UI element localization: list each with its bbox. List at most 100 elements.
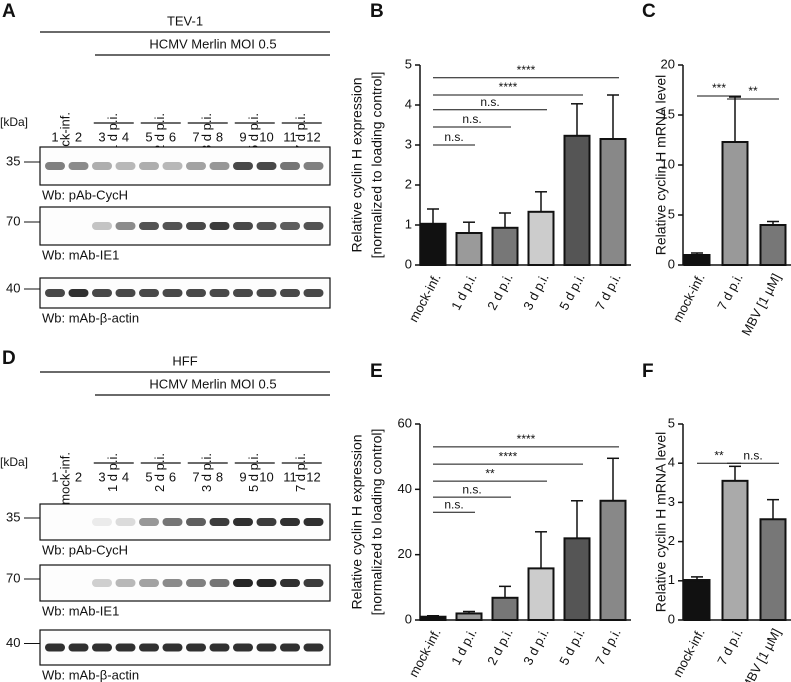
y-tick-label: 2 (405, 176, 412, 191)
x-tick-label: mock-inf. (670, 626, 708, 680)
bar (419, 615, 447, 622)
y-tick-label: 3 (668, 494, 675, 509)
band (233, 643, 253, 652)
lane-number: 12 (306, 129, 320, 144)
x-tick-label: 7 d p.i. (714, 271, 746, 313)
band (162, 643, 183, 652)
band (92, 289, 112, 297)
lane-number: 6 (169, 469, 176, 484)
band (280, 643, 300, 652)
band (303, 579, 324, 587)
y-axis-label: Relative cyclin H expression (349, 77, 365, 252)
cell-line: HFF (172, 353, 197, 368)
significance-label: n.s. (444, 130, 463, 144)
y-tick-label: 4 (668, 455, 675, 470)
band (256, 518, 277, 526)
band (280, 162, 300, 170)
band (209, 518, 230, 526)
y-tick-label: 0 (668, 256, 675, 271)
infection: HCMV Merlin MOI 0.5 (149, 376, 276, 391)
band (209, 162, 230, 170)
lane-number: 2 (75, 129, 82, 144)
band (303, 222, 324, 230)
significance-label: *** (712, 81, 726, 95)
significance-label: ** (748, 84, 758, 98)
bar (759, 518, 787, 621)
x-tick-label: 5 d p.i. (556, 271, 588, 313)
bar (563, 134, 591, 266)
band (209, 643, 230, 652)
x-tick-label: 2 d p.i. (484, 271, 516, 313)
x-tick-label: mock-inf. (670, 271, 708, 325)
kda-marker: 70 (6, 213, 20, 228)
band (68, 162, 89, 170)
y-tick-label: 5 (668, 415, 675, 430)
bar (419, 222, 447, 267)
lane-number: 5 (145, 469, 152, 484)
band (92, 518, 112, 526)
y-tick-label: 0 (405, 611, 412, 626)
timepoint-label: 2 d p.i. (152, 113, 167, 152)
band (303, 518, 324, 526)
band (139, 643, 159, 652)
lane-number: 4 (122, 469, 129, 484)
blot-label: Wb: mAb-β-actin (42, 310, 139, 325)
mock-label: mock-inf. (57, 452, 72, 505)
band (256, 289, 277, 297)
band (303, 162, 324, 170)
band (280, 289, 300, 297)
band (162, 579, 183, 587)
lane-number: 8 (216, 469, 223, 484)
band (209, 222, 230, 230)
x-tick-label: mock-inf. (406, 271, 444, 325)
y-tick-label: 3 (405, 136, 412, 151)
panel-letter: A (2, 1, 16, 22)
bar (721, 141, 749, 266)
bar (563, 537, 591, 621)
lane-number: 5 (145, 129, 152, 144)
y-tick-label: 1 (405, 216, 412, 231)
cell-line: TEV-1 (167, 13, 203, 28)
timepoint-label: 3 d p.i. (199, 453, 214, 492)
band (186, 222, 206, 230)
lane-number: 10 (259, 469, 273, 484)
band (303, 643, 324, 652)
infection: HCMV Merlin MOI 0.5 (149, 36, 276, 51)
band (45, 643, 65, 652)
lane-number: 10 (259, 129, 273, 144)
significance-label: **** (517, 63, 536, 77)
blot-label: Wb: pAb-CycH (42, 187, 128, 202)
bar (527, 567, 555, 621)
band (186, 579, 206, 587)
x-tick-label: MBV [1 µM] (738, 626, 783, 682)
bar (491, 596, 519, 622)
x-tick-label: 1 d p.i. (448, 271, 480, 313)
x-tick-label: mock-inf. (406, 626, 444, 680)
y-tick-label: 20 (398, 546, 412, 561)
lane-number: 1 (51, 129, 58, 144)
band (115, 289, 136, 297)
timepoint-label: 2 d p.i. (152, 453, 167, 492)
lane-number: 11 (283, 129, 297, 144)
band (115, 222, 136, 230)
significance-label: ** (714, 448, 724, 462)
panel-letter: E (370, 361, 383, 382)
lane-number: 9 (239, 129, 246, 144)
lane-number: 3 (98, 469, 105, 484)
bar (491, 226, 519, 267)
y-axis-label: Relative cyclin H mRNA level (653, 432, 669, 613)
x-tick-label: 7 d p.i. (714, 626, 746, 668)
significance-label: n.s. (462, 112, 481, 126)
y-tick-label: 40 (398, 481, 412, 496)
band (45, 289, 65, 297)
lane-number: 9 (239, 469, 246, 484)
timepoint-label: 3 d p.i. (199, 113, 214, 152)
band (233, 162, 253, 170)
band (256, 162, 277, 170)
kda-marker: 40 (6, 280, 20, 295)
band (115, 643, 136, 652)
lane-number: 1 (51, 469, 58, 484)
y-axis-label: Relative cyclin H mRNA level (653, 75, 669, 256)
significance-label: n.s. (480, 95, 499, 109)
